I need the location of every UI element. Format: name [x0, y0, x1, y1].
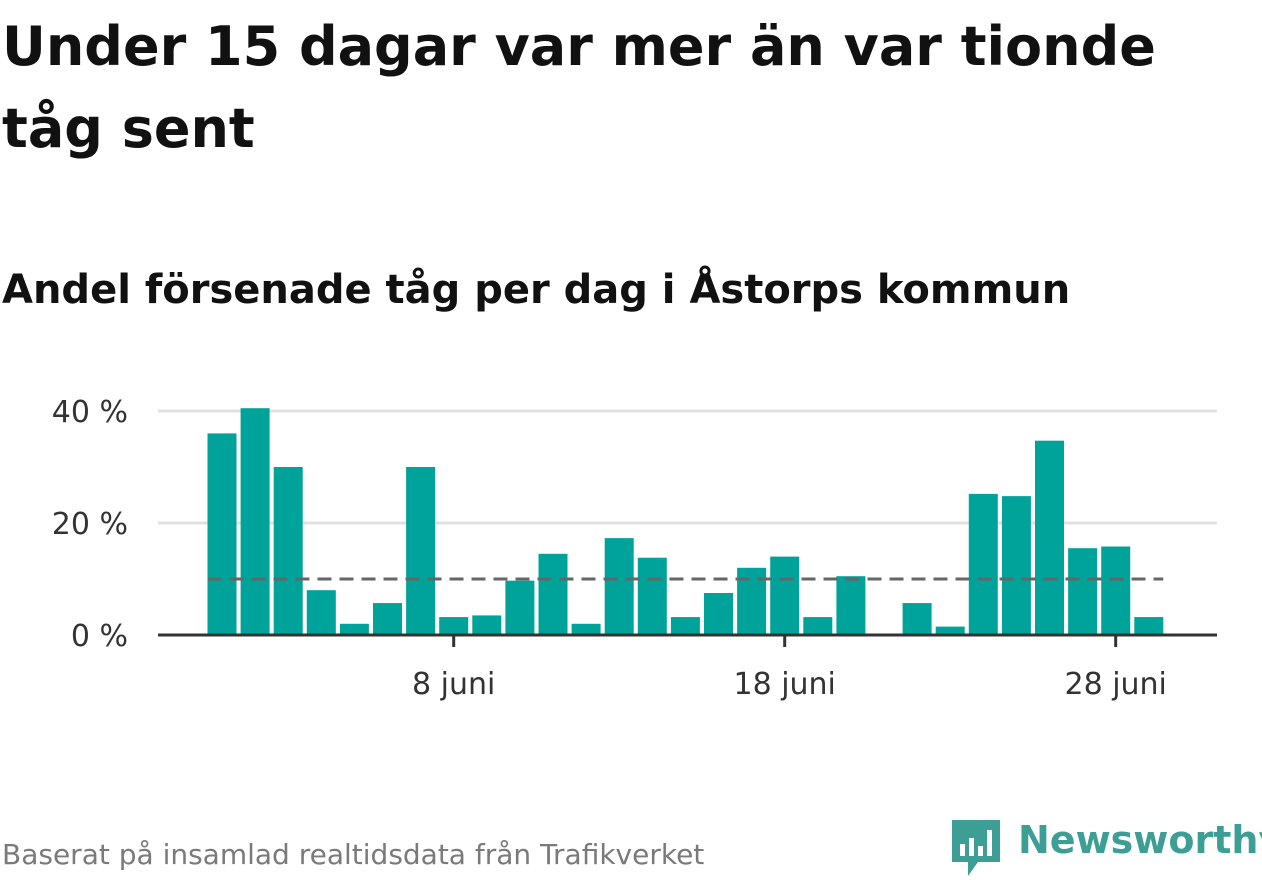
y-tick-label: 0 %: [71, 619, 128, 654]
x-tick-label: 28 juni: [1064, 667, 1166, 702]
bar: [571, 623, 601, 635]
bar: [339, 623, 369, 635]
bar: [207, 433, 237, 635]
bar: [770, 556, 800, 635]
bar: [273, 467, 303, 635]
bar: [803, 617, 833, 635]
bar: [637, 557, 667, 635]
bar: [604, 538, 634, 635]
bar: [306, 590, 336, 635]
bar: [439, 617, 469, 635]
bar: [836, 576, 866, 635]
bar: [968, 493, 998, 635]
bar: [240, 408, 270, 635]
bar-chart: 0 % 20 % 40 % 8 juni 18 juni 28 juni: [52, 395, 1217, 702]
source-note: Baserat på insamlad realtidsdata från Tr…: [2, 838, 705, 871]
y-tick-label: 20 %: [52, 507, 128, 542]
bar: [538, 553, 568, 635]
bar: [472, 615, 502, 635]
bar: [1068, 548, 1098, 635]
newsworthy-bar-chart-logo-icon: [952, 820, 1000, 876]
bar: [1001, 496, 1031, 635]
bar: [670, 617, 700, 635]
y-tick-label: 40 %: [52, 395, 128, 430]
chart-subtitle: Andel försenade tåg per dag i Åstorps ko…: [2, 267, 1071, 313]
bar: [1101, 546, 1131, 635]
bar: [1035, 440, 1064, 635]
bar: [406, 467, 436, 635]
bar: [704, 593, 733, 635]
brand-name: Newsworthy: [1018, 818, 1262, 862]
x-tick-label: 8 juni: [412, 667, 495, 702]
x-tick-label: 18 juni: [733, 667, 835, 702]
chart-title: Under 15 dagar var mer än var tionde tåg…: [2, 15, 1156, 160]
bar: [505, 580, 535, 635]
bar: [373, 603, 402, 635]
bar: [1134, 617, 1164, 635]
bar: [935, 626, 965, 635]
bar: [902, 603, 932, 635]
